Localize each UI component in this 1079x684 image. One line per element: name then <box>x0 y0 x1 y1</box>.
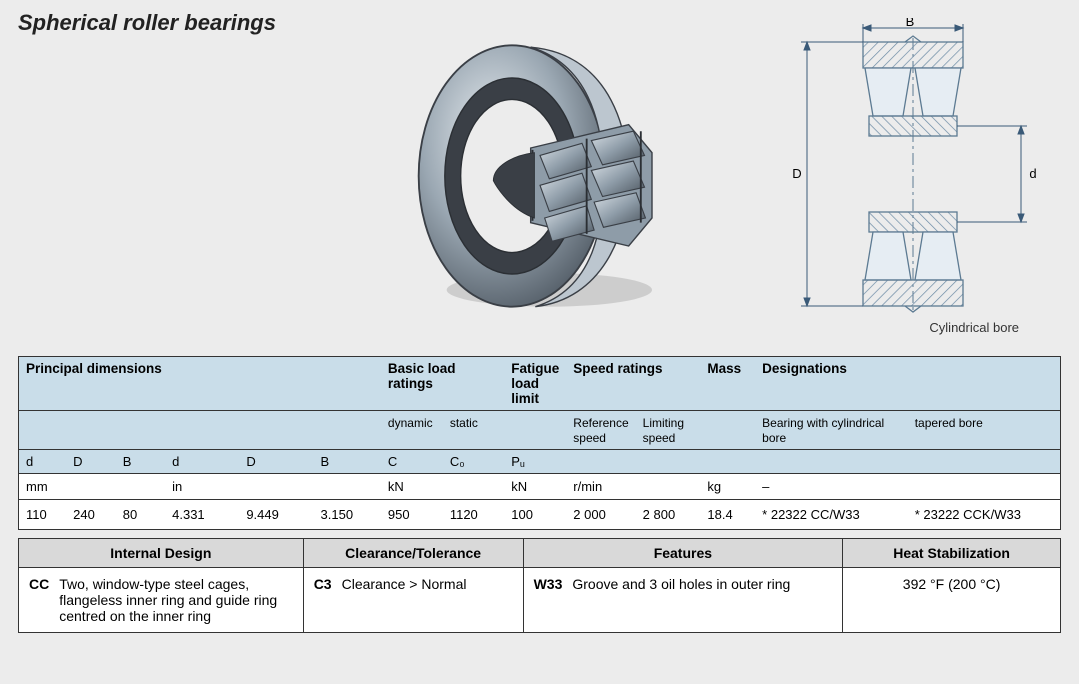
units-row: mm in kN kN r/min kg – <box>19 474 1061 500</box>
hdr-refspeed: Reference speed <box>573 416 628 445</box>
sym-D-in: D <box>239 450 313 474</box>
sym-C0: C₀ <box>443 450 504 474</box>
dim-label-d: d <box>1029 166 1036 181</box>
spec-table: Principal dimensions Basic load ratings … <box>18 356 1061 530</box>
clearance-text: Clearance > Normal <box>342 576 467 592</box>
unit-kN: kN <box>381 474 504 500</box>
features-text: Groove and 3 oil holes in outer ring <box>572 576 790 592</box>
features-table: Internal Design Clearance/Tolerance Feat… <box>18 538 1061 633</box>
sym-C: C <box>381 450 443 474</box>
cell-d-mm: 110 <box>19 500 67 530</box>
cell-d-in: 4.331 <box>165 500 239 530</box>
sym-B: B <box>116 450 165 474</box>
feat-h2: Clearance/Tolerance <box>303 539 523 568</box>
cross-section-caption: Cylindrical bore <box>929 320 1019 335</box>
feat-h1: Internal Design <box>19 539 304 568</box>
unit-kg: kg <box>700 474 755 500</box>
heat-stab-text: 392 °F (200 °C) <box>843 568 1061 633</box>
hdr-fatigue: Fatigue load limit <box>511 361 559 406</box>
cell-B-mm: 80 <box>116 500 165 530</box>
bearing-3d-illustration <box>400 36 680 316</box>
unit-rpm: r/min <box>566 474 700 500</box>
sym-D: D <box>66 450 116 474</box>
hdr-static: static <box>450 416 478 430</box>
sym-d: d <box>19 450 67 474</box>
cell-B-in: 3.150 <box>314 500 381 530</box>
sym-d-in: d <box>165 450 239 474</box>
internal-design-code: CC <box>29 576 49 592</box>
hdr-mass: Mass <box>707 361 741 376</box>
cell-mass: 18.4 <box>700 500 755 530</box>
table-row: 110 240 80 4.331 9.449 3.150 950 1120 10… <box>19 500 1061 530</box>
dim-label-D: D <box>792 166 801 181</box>
unit-in: in <box>165 474 381 500</box>
clearance-code: C3 <box>314 576 332 592</box>
unit-dash: – <box>755 474 1060 500</box>
unit-mm: mm <box>19 474 166 500</box>
cross-section-drawing: B D d <box>783 18 1053 328</box>
hdr-basic-load: Basic load ratings <box>388 361 456 391</box>
hdr-dynamic: dynamic <box>388 416 433 430</box>
internal-design-text: Two, window-type steel cages, flangeless… <box>59 576 292 624</box>
cell-limspeed: 2 800 <box>636 500 701 530</box>
hdr-designations: Designations <box>762 361 847 376</box>
hdr-des-cyl: Bearing with cylindrical bore <box>762 416 884 445</box>
sym-Pu: Pᵤ <box>504 450 566 474</box>
hdr-des-tap: tapered bore <box>915 416 983 430</box>
cell-Pu: 100 <box>504 500 566 530</box>
sym-B-in: B <box>314 450 381 474</box>
hdr-speed: Speed ratings <box>573 361 662 376</box>
cell-D-in: 9.449 <box>239 500 313 530</box>
feat-h4: Heat Stabilization <box>843 539 1061 568</box>
cell-Cdyn: 950 <box>381 500 443 530</box>
page-title: Spherical roller bearings <box>18 10 1061 36</box>
unit-kN2: kN <box>504 474 566 500</box>
cell-refspeed: 2 000 <box>566 500 635 530</box>
table-row: CC Two, window-type steel cages, flangel… <box>19 568 1061 633</box>
cell-des2: * 23222 CCK/W33 <box>908 500 1061 530</box>
hdr-limspeed: Limiting speed <box>643 416 684 445</box>
feat-h3: Features <box>523 539 843 568</box>
cell-des1: * 22322 CC/W33 <box>755 500 908 530</box>
hdr-principal: Principal dimensions <box>26 361 162 376</box>
cell-D-mm: 240 <box>66 500 116 530</box>
features-code: W33 <box>534 576 563 592</box>
cell-Cstat: 1120 <box>443 500 504 530</box>
